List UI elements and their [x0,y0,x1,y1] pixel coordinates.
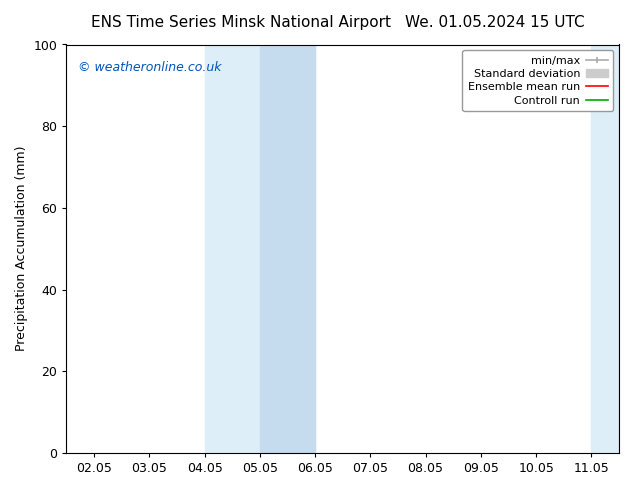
Bar [260,45,315,453]
Bar [205,45,315,453]
Text: © weatheronline.co.uk: © weatheronline.co.uk [77,61,221,74]
Text: We. 01.05.2024 15 UTC: We. 01.05.2024 15 UTC [404,15,585,30]
Legend: min/max, Standard deviation, Ensemble mean run, Controll run: min/max, Standard deviation, Ensemble me… [462,50,614,111]
Bar [592,45,634,453]
Bar [619,45,634,453]
Y-axis label: Precipitation Accumulation (mm): Precipitation Accumulation (mm) [15,146,28,351]
Text: ENS Time Series Minsk National Airport: ENS Time Series Minsk National Airport [91,15,391,30]
